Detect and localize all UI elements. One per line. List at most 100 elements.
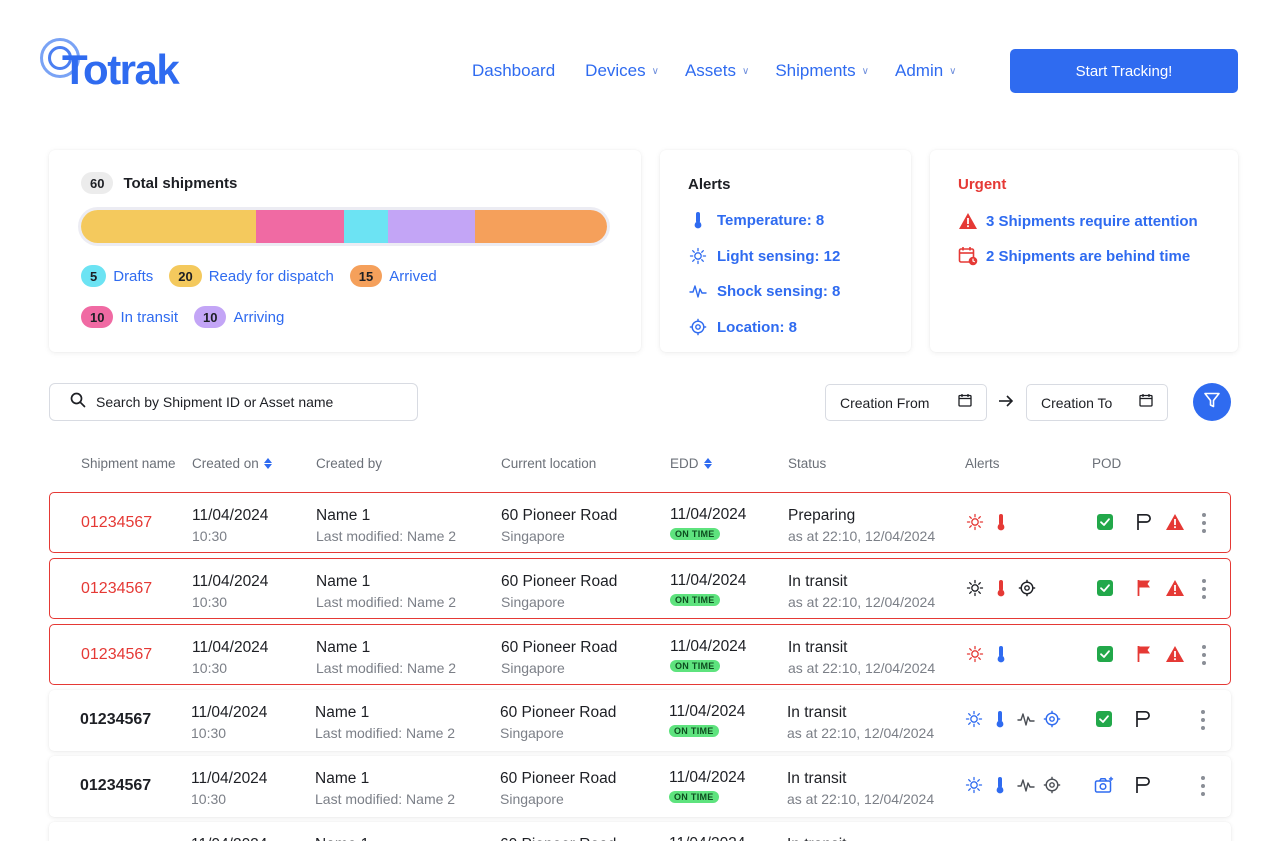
- search-input[interactable]: [96, 394, 396, 410]
- nav-assets[interactable]: Assets ∨: [685, 58, 749, 84]
- flag-filled-icon[interactable]: [1134, 644, 1154, 664]
- shipment-id-link[interactable]: 01234567: [81, 580, 153, 597]
- legend-in-transit[interactable]: 10 In transit: [81, 306, 178, 328]
- nav-admin[interactable]: Admin ∨: [895, 58, 957, 84]
- calendar-icon[interactable]: [958, 393, 972, 412]
- filter-button[interactable]: [1193, 383, 1231, 421]
- warning-icon[interactable]: [1164, 512, 1186, 532]
- thermometer-icon[interactable]: [991, 512, 1011, 532]
- shipment-id-link[interactable]: 01234567: [81, 646, 153, 663]
- thermometer-icon[interactable]: [991, 578, 1011, 598]
- urgent-item-0[interactable]: 3 Shipments require attention: [958, 211, 1198, 231]
- shipment-id-link[interactable]: 01234567: [80, 711, 152, 728]
- created-date: 11/04/2024: [191, 770, 268, 787]
- more-options-icon[interactable]: [1197, 511, 1211, 535]
- legend-label: Ready for dispatch: [208, 267, 334, 285]
- warning-icon[interactable]: [1164, 578, 1186, 598]
- column-header-created-by: Created by: [316, 456, 382, 471]
- shipment-id-link[interactable]: 01234567: [80, 777, 152, 794]
- legend-count-badge: 10: [81, 306, 114, 328]
- flag-filled-icon[interactable]: [1134, 578, 1154, 598]
- flag-outline-icon[interactable]: [1133, 775, 1153, 795]
- bar-segment-drafts[interactable]: [343, 210, 388, 243]
- legend-arriving[interactable]: 10 Arriving: [194, 306, 284, 328]
- sort-icon[interactable]: [263, 458, 272, 469]
- nav-devices[interactable]: Devices ∨: [585, 58, 659, 84]
- calendar-icon[interactable]: [1139, 393, 1153, 412]
- created-time: 10:30: [191, 725, 227, 741]
- location-country: Singapore: [500, 791, 564, 807]
- bar-segment-ready-for-dispatch[interactable]: [81, 210, 257, 243]
- search-box[interactable]: [49, 383, 418, 421]
- warning-icon: [958, 211, 978, 231]
- column-header-edd[interactable]: EDD: [670, 456, 712, 471]
- nav-dashboard[interactable]: Dashboard: [472, 58, 555, 84]
- more-options-icon[interactable]: [1196, 774, 1210, 798]
- shock-icon[interactable]: [1016, 775, 1036, 795]
- legend-drafts[interactable]: 5 Drafts: [81, 265, 153, 287]
- sun-icon[interactable]: [964, 775, 984, 795]
- alert-sun[interactable]: Light sensing: 12: [688, 246, 840, 266]
- pod-camera-icon[interactable]: [1094, 775, 1114, 795]
- location-icon[interactable]: [1017, 578, 1037, 598]
- totrak-logo[interactable]: Totrak: [40, 38, 210, 96]
- start-tracking-button[interactable]: Start Tracking!: [1010, 49, 1238, 93]
- sun-icon[interactable]: [964, 709, 984, 729]
- warning-icon[interactable]: [1164, 644, 1186, 664]
- creator-name: Name 1: [315, 770, 370, 787]
- location-address: 60 Pioneer Road: [500, 770, 617, 787]
- pod-check-icon[interactable]: [1095, 644, 1115, 664]
- bar-segment-arrived[interactable]: [475, 210, 607, 243]
- thermometer-icon[interactable]: [991, 644, 1011, 664]
- bar-segment-in-transit[interactable]: [256, 210, 344, 243]
- chevron-down-icon: ∨: [742, 65, 750, 77]
- sort-icon[interactable]: [703, 458, 712, 469]
- edd-date: 11/04/2024: [670, 506, 747, 523]
- nav-shipments[interactable]: Shipments ∨: [775, 58, 869, 84]
- status-updated: as at 22:10, 12/04/2024: [788, 660, 936, 676]
- alert-thermometer[interactable]: Temperature: 8: [688, 210, 824, 230]
- creation-to-picker[interactable]: Creation To: [1026, 384, 1168, 421]
- column-header-label: Alerts: [965, 456, 1000, 471]
- bar-segment-arriving[interactable]: [387, 210, 476, 243]
- urgent-item-1[interactable]: 2 Shipments are behind time: [958, 246, 1190, 266]
- shock-icon[interactable]: [1016, 709, 1036, 729]
- alert-shock[interactable]: Shock sensing: 8: [688, 281, 840, 301]
- legend-ready-for-dispatch[interactable]: 20 Ready for dispatch: [169, 265, 334, 287]
- location-icon[interactable]: [1042, 709, 1062, 729]
- creation-to-label: Creation To: [1041, 394, 1113, 411]
- shipment-id-link[interactable]: 01234567: [81, 514, 153, 531]
- flag-outline-icon[interactable]: [1133, 709, 1153, 729]
- sun-icon[interactable]: [965, 512, 985, 532]
- more-options-icon[interactable]: [1197, 577, 1211, 601]
- pod-check-icon[interactable]: [1095, 512, 1115, 532]
- flag-outline-icon[interactable]: [1134, 512, 1154, 532]
- thermometer-icon[interactable]: [990, 775, 1010, 795]
- legend-arrived[interactable]: 15 Arrived: [349, 265, 437, 287]
- column-header-created-on[interactable]: Created on: [192, 456, 272, 471]
- more-options-icon[interactable]: [1196, 708, 1210, 732]
- location-icon[interactable]: [1042, 775, 1062, 795]
- more-options-icon[interactable]: [1197, 643, 1211, 667]
- pod-check-icon[interactable]: [1095, 578, 1115, 598]
- creation-from-picker[interactable]: Creation From: [825, 384, 987, 421]
- pod-check-icon[interactable]: [1094, 709, 1114, 729]
- on-time-badge: ON TIME: [669, 725, 719, 737]
- status-text: Preparing: [788, 507, 856, 524]
- column-header-shipment-name: Shipment name: [81, 456, 176, 471]
- creator-name: Name 1: [316, 573, 371, 590]
- thermometer-icon[interactable]: [990, 709, 1010, 729]
- alert-location[interactable]: Location: 8: [688, 317, 797, 337]
- sun-icon[interactable]: [965, 578, 985, 598]
- on-time-badge: ON TIME: [670, 660, 720, 672]
- sun-icon[interactable]: [965, 644, 985, 664]
- location-address: 60 Pioneer Road: [501, 507, 618, 524]
